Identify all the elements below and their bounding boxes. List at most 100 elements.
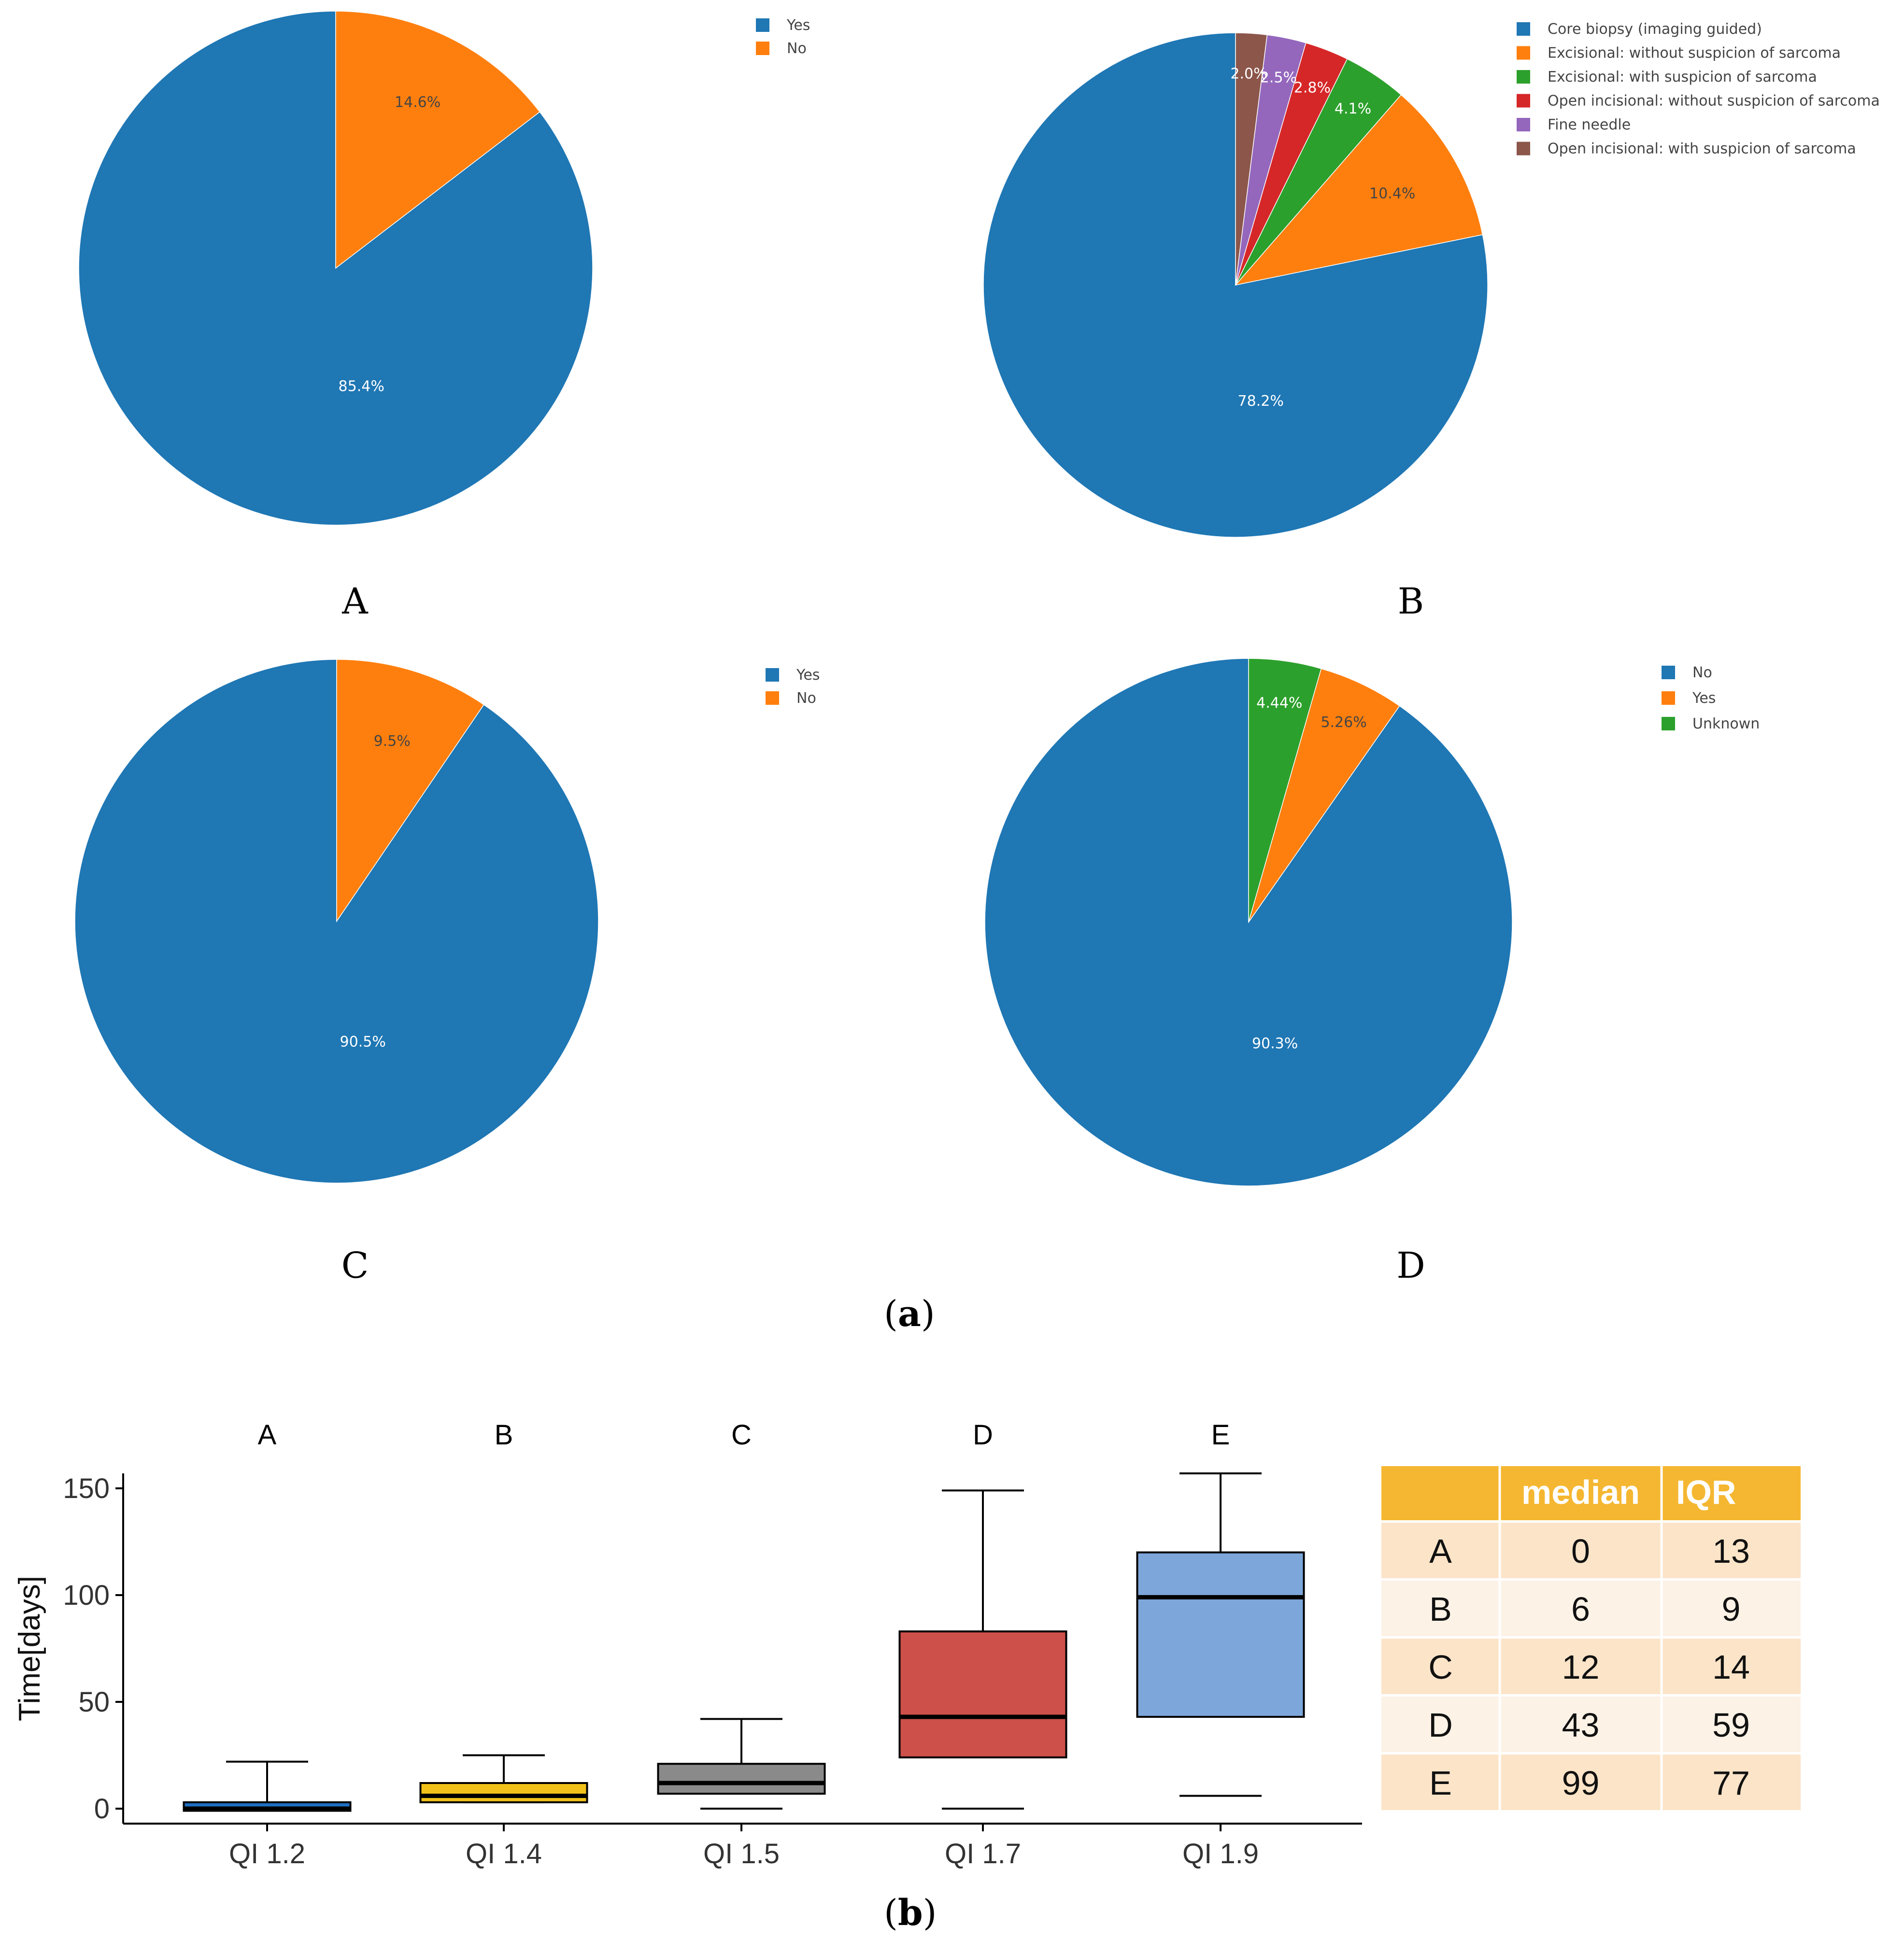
legend-label: Open incisional: without suspicion of sa… [1548, 93, 1880, 110]
pie-legend: Yes No [766, 667, 820, 707]
pie-slice-excisional-without-suspicion-of-sarcoma [1234, 94, 1483, 286]
pie-chart-b: 78.2% 10.4% 4.1%2.8%2.5%2.0% Core biopsy (i… [983, 21, 1880, 622]
table-cell: 77 [1712, 1764, 1750, 1802]
pie-slice-label: 78.2% [1238, 393, 1284, 410]
legend-label: Yes [1692, 690, 1716, 707]
legend-swatch [1517, 94, 1530, 108]
box-title: E [1211, 1419, 1230, 1451]
box-iqr [657, 1763, 826, 1795]
table-header-bg [1381, 1466, 1801, 1520]
pie-legend: No Yes Unknown [1662, 664, 1760, 732]
legend-swatch [1662, 666, 1675, 679]
pie-chart-d: 90.3% 5.26% 4.44% No Yes Unknown D [984, 658, 1760, 1286]
legend-swatch [1662, 717, 1675, 730]
legend-label: Excisional: without suspicion of sarcoma [1548, 45, 1841, 62]
legend-swatch [1517, 46, 1530, 60]
box-plot: 0 50 100 150 Time[days] QI 1.2 A QI 1.4 B QI 1.5 C… [13, 1419, 1362, 1870]
legend-label: Excisional: with suspicion of sarcoma [1548, 69, 1817, 86]
table-row-bg [1381, 1697, 1801, 1752]
legend-swatch [1517, 70, 1530, 84]
box-iqr [419, 1782, 588, 1803]
pie-slice-label: 90.5% [340, 1033, 386, 1050]
box-qi-1-9: QI 1.9 E [1136, 1419, 1305, 1870]
pie-slice-unknown [1248, 658, 1322, 923]
pie-slice-label: 2.8% [1294, 79, 1331, 96]
pie-slice-label: 90.3% [1252, 1035, 1298, 1052]
pie-slice-label: 14.6% [395, 94, 440, 111]
table-cell: C [1428, 1648, 1453, 1686]
pie-legend: Yes No [756, 17, 810, 57]
x-tick-label: QI 1.5 [703, 1838, 780, 1870]
x-tick-label: QI 1.7 [945, 1838, 1021, 1870]
box-title: A [258, 1419, 277, 1451]
box-title: B [495, 1419, 513, 1451]
box-qi-1-7: QI 1.7 D [898, 1419, 1067, 1870]
legend-swatch [1517, 22, 1530, 36]
y-tick-label: 150 [63, 1473, 110, 1504]
legend-swatch [756, 42, 769, 55]
table-header-cell: median [1521, 1473, 1640, 1511]
box-qi-1-2: QI 1.2 A [183, 1419, 352, 1870]
table-row-bg [1381, 1523, 1801, 1578]
table-cell: B [1429, 1590, 1452, 1628]
table-cell: 12 [1562, 1648, 1600, 1686]
legend-swatch [1517, 118, 1530, 131]
y-tick-label: 100 [63, 1580, 110, 1611]
pie-slice-open-incisional-with-suspicion-of-sarcoma [1235, 32, 1268, 285]
pie-slice-yes [1248, 668, 1400, 923]
table-row-bg [1381, 1755, 1801, 1810]
legend-label: Core biopsy (imaging guided) [1548, 21, 1762, 38]
table-cell: 43 [1562, 1706, 1600, 1744]
y-axis-title: Time[days] [13, 1576, 46, 1721]
panel-letter: B [1398, 581, 1424, 622]
pie-chart-c: 90.5% 9.5% Yes No C [74, 659, 820, 1286]
pie-slice-label: 4.44% [1256, 695, 1302, 712]
table-cell: 0 [1571, 1532, 1590, 1570]
box-qi-1-5: QI 1.5 C [657, 1419, 826, 1870]
legend-label: Unknown [1692, 715, 1760, 732]
legend-label: No [787, 40, 807, 57]
caption-a: (a) [884, 1293, 935, 1335]
pie-slice-no [335, 11, 540, 269]
caption-b: (b) [884, 1892, 937, 1934]
table-row-bg [1381, 1581, 1801, 1636]
table-row: C 12 14 [1381, 1639, 1801, 1694]
legend-label: No [1692, 664, 1712, 681]
pie-slice-label: 5.26% [1321, 714, 1366, 731]
table-cell: 59 [1712, 1706, 1750, 1744]
legend-label: Open incisional: with suspicion of sarco… [1548, 141, 1856, 157]
table-row: A 0 13 [1381, 1523, 1801, 1578]
legend-label: Yes [796, 667, 820, 684]
box-title: D [973, 1419, 993, 1451]
table-row-bg [1381, 1639, 1801, 1694]
stats-table: median IQR A 0 13 B 6 9 C 12 14 D 43 59 E 99 77 [1381, 1466, 1801, 1810]
table-cell: 14 [1712, 1648, 1750, 1686]
table-cell: E [1429, 1764, 1452, 1802]
legend-label: Yes [786, 17, 810, 34]
y-tick-label: 50 [78, 1686, 110, 1718]
box-title: C [731, 1419, 752, 1451]
legend-label: No [796, 690, 816, 707]
pie-slice-label: 85.4% [339, 378, 384, 395]
table-row: B 6 9 [1381, 1581, 1801, 1636]
panel-letter: D [1396, 1245, 1425, 1286]
legend-swatch [756, 18, 769, 32]
pie-chart-a: 85.4% 14.6% Yes No A [78, 11, 810, 622]
table-row: E 99 77 [1381, 1755, 1801, 1810]
table-cell: D [1428, 1706, 1453, 1744]
pie-charts: 85.4% 14.6% Yes No A 78.2% 10.4% 4.1%2.8%2.5%2.… [74, 11, 1880, 1286]
table-row: D 43 59 [1381, 1697, 1801, 1752]
x-tick-label: QI 1.2 [229, 1838, 305, 1870]
legend-label: Fine needle [1548, 116, 1631, 133]
x-tick-label: QI 1.9 [1182, 1838, 1259, 1870]
table-cell: 6 [1571, 1590, 1590, 1628]
table-cell: 9 [1722, 1590, 1741, 1628]
legend-swatch [766, 668, 779, 682]
legend-swatch [1517, 142, 1530, 156]
box-iqr [1136, 1551, 1305, 1718]
table-header-cell: IQR [1676, 1473, 1736, 1511]
y-tick-label: 0 [94, 1793, 110, 1825]
box-iqr [898, 1630, 1067, 1758]
table-cell: A [1429, 1532, 1452, 1570]
